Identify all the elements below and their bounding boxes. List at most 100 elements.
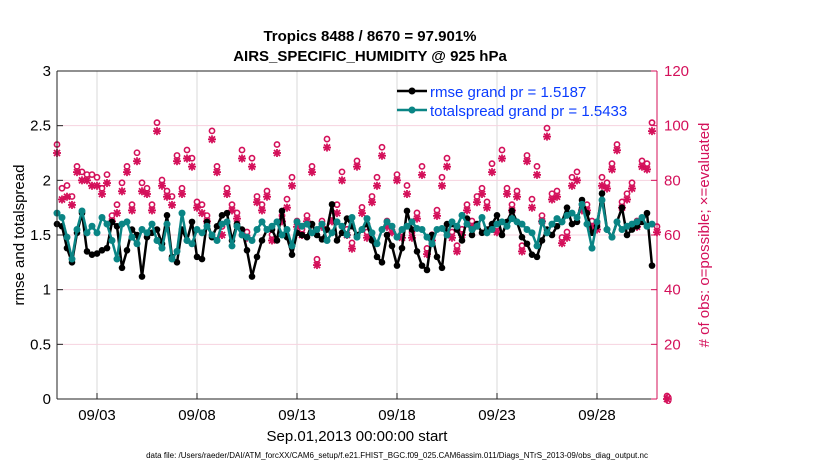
- x-tick-label: 09/13: [278, 407, 316, 424]
- evaluated-marker-stroke: [628, 184, 636, 193]
- evaluated-marker-stroke: [143, 190, 151, 198]
- evaluated-marker-stroke: [258, 206, 266, 215]
- rmse-point: [568, 220, 576, 228]
- axes: 09/03 09/08 09/13 09/18 09/23 09/28 0 0.5 1 1.5 2 2…: [30, 63, 689, 424]
- evaluated-obs-marker: [473, 198, 481, 207]
- evaluated-marker-stroke: [218, 231, 226, 239]
- rmse-point: [93, 250, 101, 257]
- evaluated-obs-marker: [98, 190, 106, 198]
- rmse-point: [373, 253, 381, 261]
- evaluated-marker-stroke: [173, 157, 181, 165]
- evaluated-obs-marker: [208, 135, 216, 144]
- evaluated-obs-marker: [443, 162, 451, 171]
- totalspread-point: [243, 233, 251, 241]
- possible-obs-marker: [598, 173, 606, 181]
- evaluated-marker-stroke: [138, 187, 146, 195]
- evaluated-obs-marker: [163, 192, 171, 201]
- totalspread-point: [163, 220, 171, 228]
- evaluated-marker-stroke: [378, 152, 386, 160]
- totalspread-point: [648, 220, 656, 228]
- totalspread-point: [483, 229, 491, 237]
- evaluated-marker-stroke: [403, 190, 411, 198]
- totalspread-point: [208, 231, 216, 239]
- evaluated-obs-marker: [273, 149, 281, 157]
- evaluated-marker-stroke: [348, 245, 356, 253]
- evaluated-marker-stroke: [663, 395, 671, 403]
- chart-title-line-1: Tropics 8488 / 8670 = 97.901%: [263, 28, 476, 45]
- evaluated-obs-marker: [173, 157, 181, 166]
- possible-obs-marker: [373, 173, 381, 181]
- totalspread-point: [573, 214, 581, 222]
- evaluated-marker-stroke: [168, 201, 176, 209]
- possible-obs-marker: [438, 173, 446, 181]
- evaluated-marker-stroke: [223, 190, 231, 198]
- evaluated-marker-stroke: [393, 176, 401, 184]
- possible-obs-marker: [648, 119, 656, 127]
- possible-obs-marker: [93, 173, 101, 181]
- totalspread-point: [583, 220, 591, 228]
- evaluated-obs-marker: [358, 209, 366, 218]
- possible-obs-marker: [198, 201, 206, 209]
- possible-obs-marker: [138, 179, 146, 187]
- totalspread-point: [318, 220, 326, 228]
- totalspread-point: [348, 214, 356, 222]
- rmse-point: [598, 190, 606, 197]
- evaluated-obs-marker: [528, 203, 536, 212]
- totalspread-point: [103, 220, 111, 228]
- evaluated-marker-stroke: [453, 247, 461, 256]
- evaluated-marker-stroke: [503, 190, 511, 198]
- evaluated-marker-stroke: [488, 168, 496, 176]
- rmse-point: [403, 207, 411, 215]
- totalspread-point: [388, 222, 396, 230]
- totalspread-point: [438, 224, 446, 232]
- totalspread-point: [283, 226, 291, 234]
- evaluated-marker-stroke: [493, 228, 501, 236]
- possible-obs-marker: [288, 173, 296, 181]
- evaluated-obs-marker: [348, 244, 356, 253]
- evaluated-obs-marker: [168, 200, 176, 209]
- possible-obs-marker: [238, 146, 246, 154]
- evaluated-marker-stroke: [478, 190, 486, 198]
- evaluated-obs-marker: [58, 195, 66, 204]
- rmse-point: [278, 207, 286, 215]
- evaluated-obs-marker: [623, 195, 631, 204]
- evaluated-obs-marker: [83, 176, 91, 185]
- totalspread-point: [568, 209, 576, 217]
- possible-obs-marker: [488, 160, 496, 168]
- totalspread-point: [458, 211, 466, 219]
- evaluated-marker-stroke: [543, 132, 551, 141]
- totalspread-point: [473, 222, 481, 230]
- evaluated-marker-stroke: [133, 157, 141, 165]
- totalspread-point: [588, 244, 596, 252]
- rmse-point: [423, 266, 431, 274]
- evaluated-marker-stroke: [443, 163, 451, 171]
- evaluated-marker-stroke: [288, 182, 296, 190]
- totalspread-point: [278, 231, 286, 239]
- evaluated-marker-stroke: [148, 206, 156, 215]
- totalspread-point: [603, 226, 611, 234]
- y-tick-label-left: 1: [43, 282, 51, 299]
- possible-obs-marker: [88, 171, 96, 178]
- evaluated-marker-stroke: [523, 157, 531, 165]
- evaluated-obs-marker: [368, 198, 376, 207]
- evaluated-marker-stroke: [268, 236, 276, 245]
- totalspread-point: [618, 226, 626, 234]
- rmse-point: [253, 253, 261, 261]
- rmse-point: [458, 237, 466, 244]
- evaluated-obs-marker: [628, 184, 636, 193]
- evaluated-marker-stroke: [563, 234, 571, 242]
- evaluated-marker-stroke: [333, 209, 341, 217]
- totalspread-point: [638, 214, 646, 222]
- y-tick-label-left: 1.5: [30, 227, 51, 244]
- totalspread-point: [593, 218, 601, 226]
- evaluated-marker-stroke: [263, 193, 271, 201]
- y-tick-label-left: 3: [43, 63, 51, 80]
- totalspread-point: [268, 222, 276, 230]
- evaluated-marker-stroke: [128, 206, 136, 215]
- evaluated-marker-stroke: [573, 176, 581, 184]
- rmse-point: [198, 255, 206, 263]
- evaluated-marker-stroke: [353, 163, 361, 171]
- totalspread-point: [273, 218, 281, 226]
- totalspread-point: [498, 218, 506, 226]
- y-tick-label-left: 0: [43, 391, 51, 408]
